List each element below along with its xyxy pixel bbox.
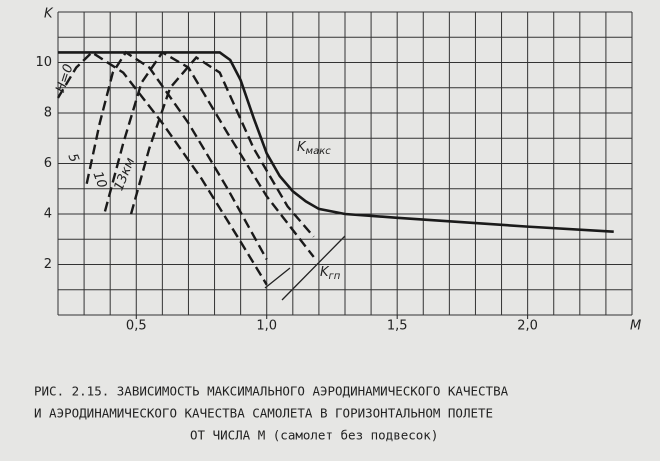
x-tick-label: 1,0 (256, 319, 277, 334)
curve (129, 55, 315, 238)
caption-line: И АЭРОДИНАМИЧЕСКОГО КАЧЕСТВА САМОЛЕТА В … (34, 406, 493, 421)
annotation-text: H=0 (53, 62, 76, 94)
annotation-sub: макс (306, 146, 332, 157)
x-tick-label: 1,5 (387, 319, 408, 334)
y-tick-label: 10 (35, 55, 52, 70)
annotation: Kмакс (297, 140, 331, 158)
annotation-text: 10 (90, 169, 110, 190)
curve (58, 51, 614, 233)
annotation: 10 (90, 169, 110, 190)
y-axis-label: K (44, 7, 54, 22)
x-tick-label: 2,0 (517, 319, 538, 334)
annotation-text: K (320, 265, 330, 280)
y-tick-label: 4 (44, 207, 52, 222)
annotation-text: 5 (65, 151, 82, 164)
leader-line (281, 235, 346, 301)
leader-line (264, 267, 291, 289)
x-axis-label: M (630, 319, 641, 334)
caption-line: ОТ ЧИСЛА М (самолет без подвесок) (190, 428, 438, 443)
curve (56, 50, 268, 286)
y-tick-label: 2 (44, 257, 52, 272)
annotation-text: K (297, 140, 307, 155)
y-tick-label: 8 (44, 106, 52, 121)
annotation: 5 (65, 151, 82, 164)
y-tick-label: 6 (44, 156, 52, 171)
annotation-sub: гп (329, 271, 341, 282)
curve (85, 50, 268, 261)
annotation: Kгп (320, 265, 341, 283)
x-tick-label: 0,5 (126, 319, 147, 334)
annotation: H=0 (53, 62, 76, 94)
curve (103, 50, 315, 258)
caption-line: РИС. 2.15. ЗАВИСИМОСТЬ МАКСИМАЛЬНОГО АЭР… (34, 384, 509, 399)
